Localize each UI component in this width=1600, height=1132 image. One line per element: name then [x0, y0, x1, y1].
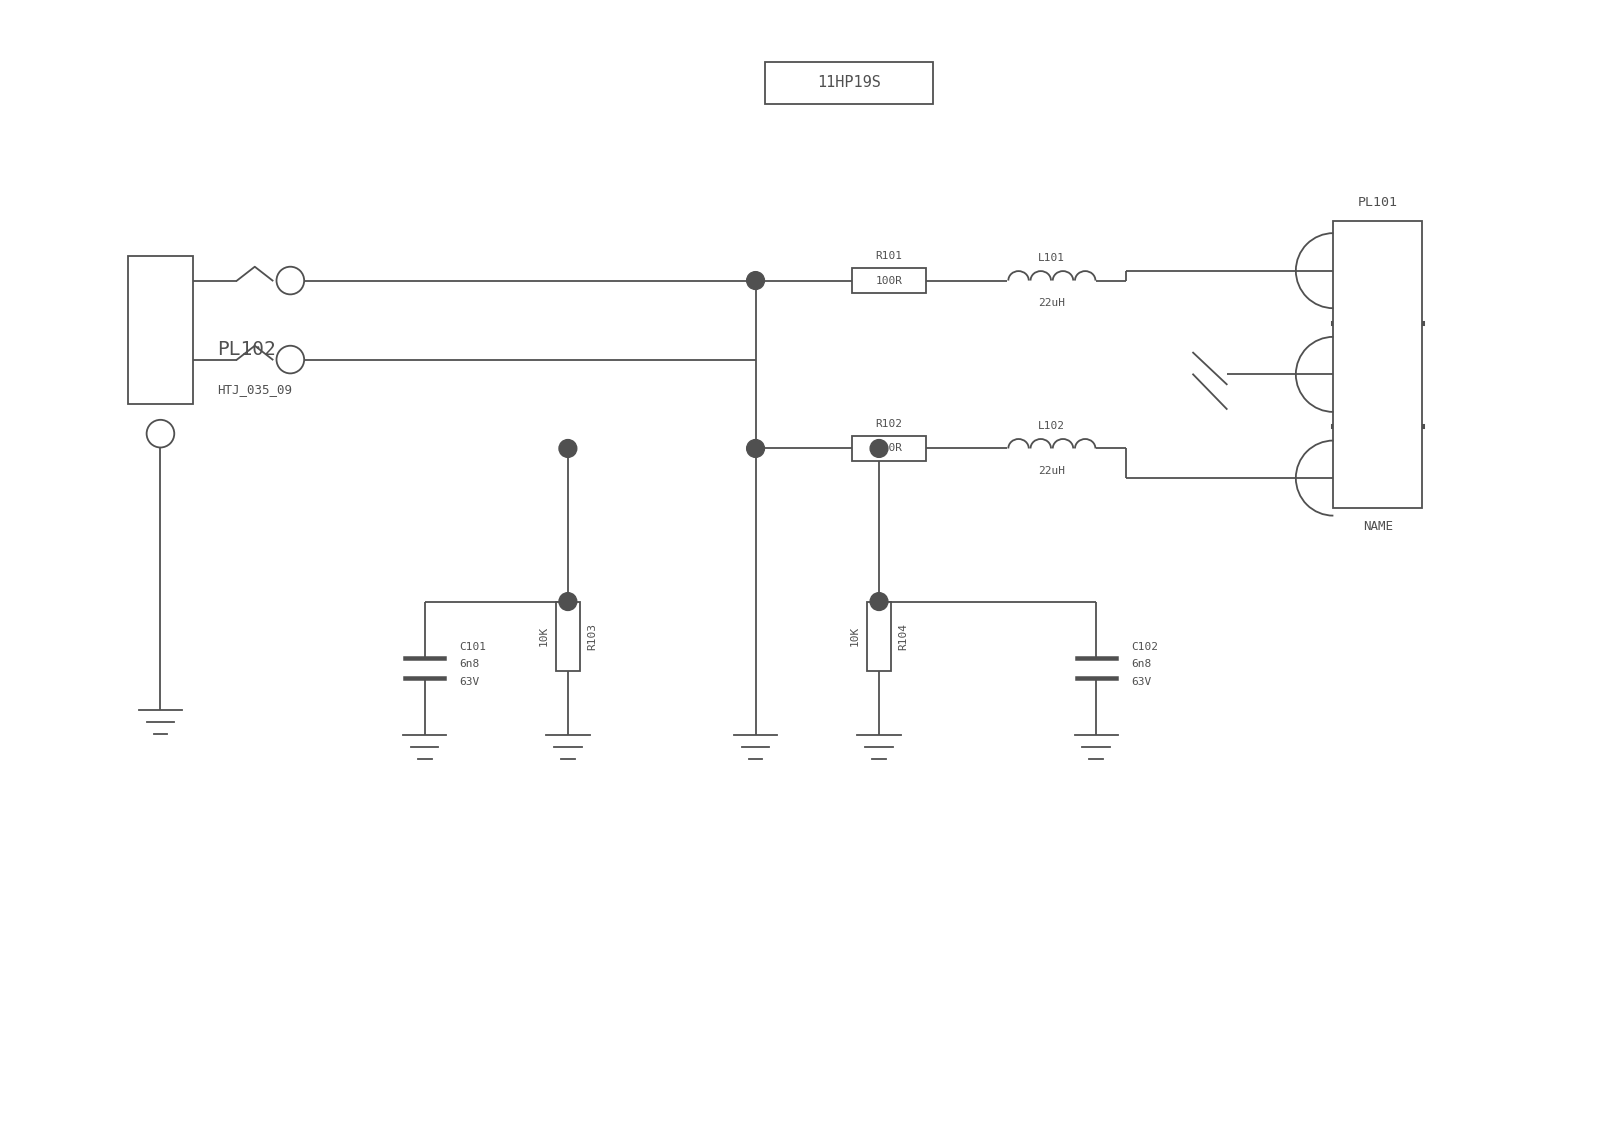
Circle shape	[277, 267, 304, 294]
Bar	[765, 62, 933, 104]
Text: 10K: 10K	[539, 626, 549, 646]
Text: 11HP19S: 11HP19S	[818, 76, 882, 91]
Text: R102: R102	[875, 419, 902, 429]
Text: 63V: 63V	[459, 677, 480, 687]
Text: 22uH: 22uH	[1038, 298, 1066, 308]
Circle shape	[747, 272, 765, 290]
Text: 6n8: 6n8	[1131, 659, 1150, 669]
Bar	[851, 268, 926, 293]
Text: HTJ_035_09: HTJ_035_09	[218, 383, 293, 396]
Bar	[128, 256, 192, 404]
Text: R101: R101	[875, 251, 902, 261]
Circle shape	[747, 439, 765, 457]
Bar	[1333, 221, 1422, 508]
Text: 100R: 100R	[875, 444, 902, 454]
Text: 22uH: 22uH	[1038, 466, 1066, 475]
Text: 6n8: 6n8	[459, 659, 480, 669]
Text: R104: R104	[898, 623, 909, 650]
Text: 100R: 100R	[875, 275, 902, 285]
Text: L101: L101	[1038, 254, 1066, 263]
Bar	[555, 601, 581, 670]
Text: PL102: PL102	[218, 341, 275, 359]
Circle shape	[558, 593, 576, 610]
Text: C101: C101	[459, 642, 486, 652]
Circle shape	[870, 593, 888, 610]
Text: NAME: NAME	[1363, 520, 1394, 532]
Bar	[851, 436, 926, 461]
Text: 63V: 63V	[1131, 677, 1150, 687]
Circle shape	[147, 420, 174, 447]
Circle shape	[277, 345, 304, 374]
Text: C102: C102	[1131, 642, 1158, 652]
Circle shape	[558, 439, 576, 457]
Text: L102: L102	[1038, 421, 1066, 431]
Bar	[867, 601, 891, 670]
Circle shape	[870, 439, 888, 457]
Text: 10K: 10K	[850, 626, 859, 646]
Text: R103: R103	[587, 623, 597, 650]
Text: PL101: PL101	[1358, 197, 1398, 209]
